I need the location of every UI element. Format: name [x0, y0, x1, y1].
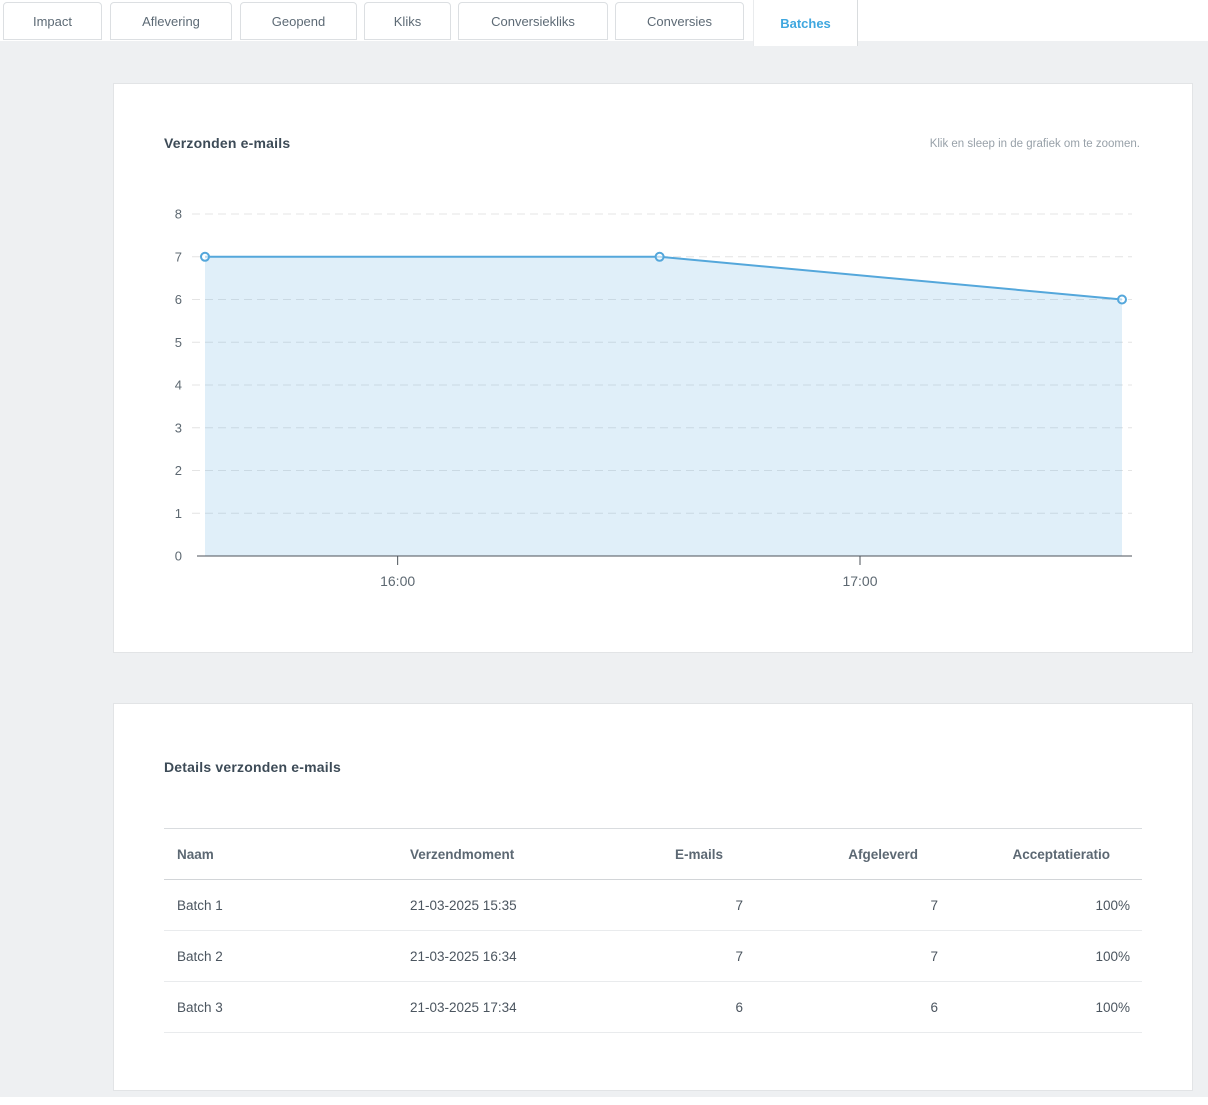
cell-naam: Batch 2	[164, 930, 410, 982]
x-axis-label: 17:00	[842, 573, 877, 589]
column-header-naam: Naam	[164, 828, 410, 880]
area-fill	[205, 256, 1122, 556]
y-axis-label: 8	[175, 207, 182, 222]
table-row: Batch 2 21-03-2025 16:34 7 7 100%	[164, 930, 1142, 982]
y-axis-label: 2	[175, 463, 182, 478]
table-row: Batch 1 21-03-2025 15:35 7 7 100%	[164, 879, 1142, 931]
batches-table: Naam Verzendmoment E-mails Afgeleverd Ac…	[164, 828, 1142, 1033]
y-axis-label: 1	[175, 506, 182, 521]
cell-naam: Batch 3	[164, 981, 410, 1033]
details-panel: Details verzonden e-mails Naam Verzendmo…	[113, 703, 1193, 1091]
x-axis-label: 16:00	[380, 573, 415, 589]
table-header-row: Naam Verzendmoment E-mails Afgeleverd Ac…	[164, 828, 1142, 880]
cell-verzendmoment: 21-03-2025 15:35	[410, 879, 605, 931]
cell-emails: 6	[605, 981, 755, 1033]
tab-impact[interactable]: Impact	[3, 2, 102, 40]
tab-batches[interactable]: Batches	[753, 0, 858, 46]
tab-geopend[interactable]: Geopend	[240, 2, 357, 40]
chart-title: Verzonden e-mails	[164, 135, 291, 151]
tab-conversies[interactable]: Conversies	[615, 2, 744, 40]
tab-conversiekliks[interactable]: Conversiekliks	[458, 2, 608, 40]
column-header-verzendmoment: Verzendmoment	[410, 828, 605, 880]
y-axis-label: 7	[175, 249, 182, 264]
chart-panel: 0 1 2 3 4 5 6 7 8 16:00 17:00 Verzonden e-mails Kl…	[113, 83, 1193, 653]
cell-verzendmoment: 21-03-2025 16:34	[410, 930, 605, 982]
column-header-acceptatieratio: Acceptatieratio	[950, 828, 1142, 880]
cell-acceptatieratio: 100%	[950, 879, 1142, 931]
y-axis-label: 5	[175, 335, 182, 350]
y-axis-label: 4	[175, 378, 182, 393]
cell-afgeleverd: 6	[755, 981, 950, 1033]
column-header-afgeleverd: Afgeleverd	[755, 828, 950, 880]
data-point-marker	[654, 251, 665, 262]
table-row: Batch 3 21-03-2025 17:34 6 6 100%	[164, 981, 1142, 1033]
cell-acceptatieratio: 100%	[950, 981, 1142, 1033]
cell-naam: Batch 1	[164, 879, 410, 931]
details-title: Details verzonden e-mails	[164, 759, 341, 775]
column-header-emails: E-mails	[605, 828, 755, 880]
y-axis-label: 6	[175, 292, 182, 307]
chart-zoom-hint: Klik en sleep in de grafiek om te zoomen…	[929, 138, 1140, 150]
tab-bar: Impact Aflevering Geopend Kliks Conversi…	[0, 0, 1208, 46]
y-axis-label: 3	[175, 420, 182, 435]
cell-emails: 7	[605, 879, 755, 931]
y-axis-label: 0	[175, 549, 182, 564]
cell-verzendmoment: 21-03-2025 17:34	[410, 981, 605, 1033]
cell-afgeleverd: 7	[755, 930, 950, 982]
tab-aflevering[interactable]: Aflevering	[110, 2, 232, 40]
data-point-marker	[200, 251, 210, 262]
cell-afgeleverd: 7	[755, 879, 950, 931]
verzonden-emails-chart[interactable]: 0 1 2 3 4 5 6 7 8 16:00 17:00	[114, 84, 1192, 652]
data-point-marker	[1117, 294, 1127, 305]
tab-kliks[interactable]: Kliks	[364, 2, 451, 40]
cell-emails: 7	[605, 930, 755, 982]
cell-acceptatieratio: 100%	[950, 930, 1142, 982]
